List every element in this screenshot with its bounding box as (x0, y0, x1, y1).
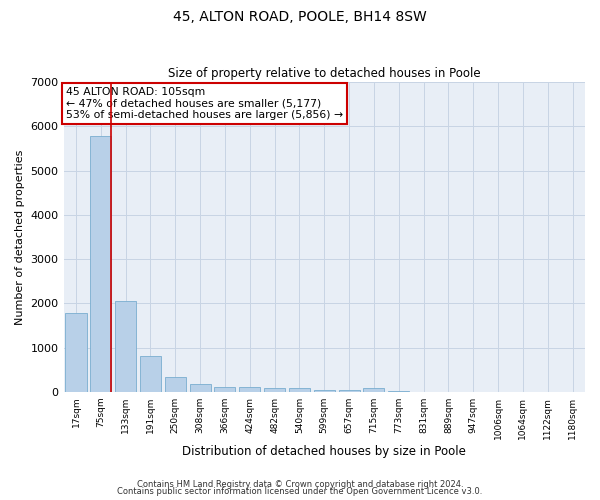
X-axis label: Distribution of detached houses by size in Poole: Distribution of detached houses by size … (182, 444, 466, 458)
Title: Size of property relative to detached houses in Poole: Size of property relative to detached ho… (168, 66, 481, 80)
Bar (289, 388, 310, 392)
Bar (239, 387, 260, 392)
Text: Contains HM Land Registry data © Crown copyright and database right 2024.: Contains HM Land Registry data © Crown c… (137, 480, 463, 489)
Bar (364, 388, 385, 392)
Bar (314, 390, 335, 392)
Y-axis label: Number of detached properties: Number of detached properties (15, 150, 25, 324)
Bar (214, 386, 235, 392)
Bar (140, 356, 161, 392)
Bar (190, 384, 211, 392)
Bar (90, 136, 112, 392)
Text: 45 ALTON ROAD: 105sqm
← 47% of detached houses are smaller (5,177)
53% of semi-d: 45 ALTON ROAD: 105sqm ← 47% of detached … (66, 86, 343, 120)
Text: Contains public sector information licensed under the Open Government Licence v3: Contains public sector information licen… (118, 487, 482, 496)
Bar (264, 388, 285, 392)
Bar (338, 390, 359, 392)
Bar (65, 313, 86, 392)
Text: 45, ALTON ROAD, POOLE, BH14 8SW: 45, ALTON ROAD, POOLE, BH14 8SW (173, 10, 427, 24)
Bar (165, 377, 186, 392)
Bar (115, 301, 136, 392)
